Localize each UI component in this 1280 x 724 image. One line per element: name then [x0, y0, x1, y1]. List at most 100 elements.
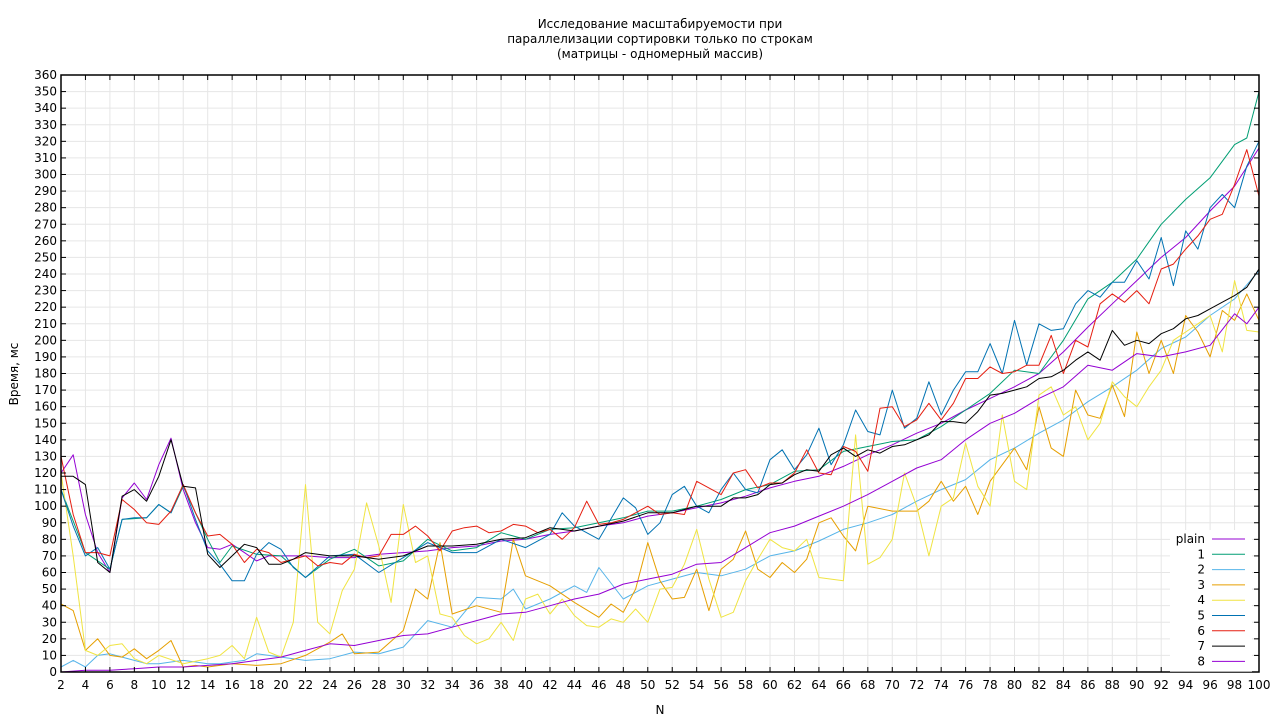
- y-tick-label: 50: [42, 582, 57, 596]
- x-tick-label: 40: [518, 678, 533, 692]
- y-tick-label: 0: [49, 665, 57, 679]
- y-tick-label: 80: [42, 532, 57, 546]
- x-tick-label: 14: [200, 678, 215, 692]
- x-tick-label: 10: [151, 678, 166, 692]
- x-tick-label: 46: [591, 678, 606, 692]
- legend-label: 2: [1197, 563, 1205, 577]
- x-tick-label: 32: [420, 678, 435, 692]
- series-line-8: [60, 306, 1260, 673]
- y-axis-label: Время, мс: [7, 343, 21, 406]
- y-tick-label: 180: [34, 367, 57, 381]
- legend-label: 6: [1197, 624, 1205, 638]
- x-tick-label: 90: [1129, 678, 1144, 692]
- ticks: 0102030405060708090100110120130140150160…: [34, 68, 1270, 692]
- x-tick-label: 44: [567, 678, 582, 692]
- x-tick-label: 4: [82, 678, 90, 692]
- y-tick-label: 30: [42, 615, 57, 629]
- y-tick-label: 110: [34, 483, 57, 497]
- y-tick-label: 290: [34, 184, 57, 198]
- y-tick-label: 100: [34, 499, 57, 513]
- y-tick-label: 250: [34, 250, 57, 264]
- y-tick-label: 340: [34, 101, 57, 115]
- y-tick-label: 70: [42, 549, 57, 563]
- y-tick-label: 150: [34, 416, 57, 430]
- x-tick-label: 16: [225, 678, 240, 692]
- x-tick-label: 2: [57, 678, 65, 692]
- x-tick-label: 70: [885, 678, 900, 692]
- x-tick-label: 98: [1227, 678, 1242, 692]
- y-tick-label: 60: [42, 566, 57, 580]
- y-tick-label: 350: [34, 85, 57, 99]
- series-line-3: [60, 293, 1260, 668]
- y-tick-label: 200: [34, 333, 57, 347]
- x-tick-label: 68: [860, 678, 875, 692]
- x-tick-label: 66: [836, 678, 851, 692]
- chart-title: Исследование масштабируемости при паралл…: [507, 17, 813, 61]
- series-line-6: [60, 149, 1260, 567]
- x-tick-label: 84: [1056, 678, 1071, 692]
- x-tick-label: 78: [982, 678, 997, 692]
- y-tick-label: 120: [34, 466, 57, 480]
- x-tick-label: 26: [347, 678, 362, 692]
- x-tick-label: 74: [934, 678, 949, 692]
- x-tick-label: 64: [811, 678, 826, 692]
- y-tick-label: 270: [34, 217, 57, 231]
- y-tick-label: 20: [42, 632, 57, 646]
- x-tick-label: 86: [1080, 678, 1095, 692]
- y-tick-label: 280: [34, 201, 57, 215]
- x-tick-label: 18: [249, 678, 264, 692]
- y-tick-label: 140: [34, 433, 57, 447]
- x-tick-label: 76: [958, 678, 973, 692]
- y-tick-label: 40: [42, 599, 57, 613]
- x-tick-label: 38: [493, 678, 508, 692]
- x-tick-label: 56: [713, 678, 728, 692]
- x-tick-label: 30: [396, 678, 411, 692]
- x-tick-label: 60: [762, 678, 777, 692]
- chart-title-line-2: параллелизации сортировки только по стро…: [507, 32, 813, 46]
- x-tick-label: 28: [371, 678, 386, 692]
- x-tick-label: 42: [542, 678, 557, 692]
- x-tick-label: 24: [322, 678, 337, 692]
- x-tick-label: 94: [1178, 678, 1193, 692]
- legend-label: 8: [1197, 654, 1205, 668]
- x-tick-label: 82: [1031, 678, 1046, 692]
- x-tick-label: 100: [1248, 678, 1271, 692]
- x-tick-label: 34: [445, 678, 460, 692]
- y-tick-label: 240: [34, 267, 57, 281]
- x-tick-label: 96: [1202, 678, 1217, 692]
- y-tick-label: 230: [34, 284, 57, 298]
- x-tick-label: 52: [665, 678, 680, 692]
- x-tick-label: 6: [106, 678, 114, 692]
- legend-label: 5: [1197, 609, 1205, 623]
- x-tick-label: 62: [787, 678, 802, 692]
- y-tick-label: 170: [34, 383, 57, 397]
- x-tick-label: 48: [616, 678, 631, 692]
- series-line-7: [61, 268, 1260, 573]
- legend-background: [1170, 530, 1252, 672]
- legend-label: plain: [1176, 532, 1205, 546]
- x-tick-label: 72: [909, 678, 924, 692]
- x-axis-label: N: [656, 703, 665, 717]
- x-tick-label: 88: [1105, 678, 1120, 692]
- x-tick-label: 58: [738, 678, 753, 692]
- series-lines: [60, 91, 1260, 673]
- y-tick-label: 220: [34, 300, 57, 314]
- y-tick-label: 10: [42, 648, 57, 662]
- legend-label: 3: [1197, 578, 1205, 592]
- y-tick-label: 360: [34, 68, 57, 82]
- x-tick-label: 50: [640, 678, 655, 692]
- x-tick-label: 36: [469, 678, 484, 692]
- y-tick-label: 320: [34, 134, 57, 148]
- grid: [61, 75, 1259, 672]
- y-tick-label: 210: [34, 317, 57, 331]
- x-tick-label: 22: [298, 678, 313, 692]
- x-tick-label: 8: [131, 678, 139, 692]
- x-tick-label: 92: [1154, 678, 1169, 692]
- series-line-1: [60, 91, 1260, 578]
- x-tick-label: 80: [1007, 678, 1022, 692]
- y-tick-label: 330: [34, 118, 57, 132]
- x-tick-label: 20: [273, 678, 288, 692]
